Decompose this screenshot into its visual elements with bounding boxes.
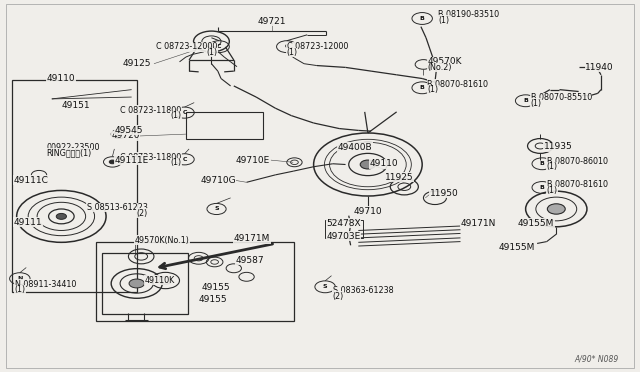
Text: (No.2): (No.2) — [428, 63, 452, 72]
Bar — [325, 220, 364, 238]
Text: 49545: 49545 — [115, 126, 143, 135]
Text: C 08723-12000: C 08723-12000 — [156, 42, 218, 51]
Text: 49720: 49720 — [111, 131, 140, 141]
Text: B: B — [420, 16, 424, 21]
Text: 11940: 11940 — [585, 63, 614, 72]
Text: 49110K: 49110K — [145, 276, 175, 285]
Text: 49155M: 49155M — [499, 243, 535, 252]
Text: 49111: 49111 — [13, 218, 42, 227]
Text: 49721: 49721 — [258, 17, 286, 26]
Text: 49155M: 49155M — [518, 219, 554, 228]
Text: N: N — [17, 276, 22, 281]
Text: 49703E: 49703E — [326, 232, 360, 241]
Text: B: B — [540, 161, 545, 166]
Text: 49710G: 49710G — [200, 176, 236, 185]
Text: 49111E: 49111E — [115, 155, 148, 164]
Text: (1): (1) — [438, 16, 449, 25]
Bar — [186, 112, 262, 138]
Text: 49110: 49110 — [370, 159, 399, 168]
Text: 49400B: 49400B — [338, 142, 372, 151]
Text: B 08070-86010: B 08070-86010 — [547, 157, 608, 166]
Text: 49125: 49125 — [122, 59, 151, 68]
Text: (1): (1) — [287, 48, 298, 57]
Text: C: C — [285, 44, 289, 49]
Text: 49710: 49710 — [353, 207, 382, 216]
Text: 49171N: 49171N — [461, 219, 496, 228]
Text: (1): (1) — [170, 111, 181, 120]
Text: C 08723-12000: C 08723-12000 — [287, 42, 348, 51]
Text: N 08911-34410: N 08911-34410 — [15, 280, 76, 289]
Text: C: C — [182, 110, 187, 115]
Text: 11925: 11925 — [385, 173, 414, 182]
Text: S: S — [323, 284, 328, 289]
Text: B 08190-83510: B 08190-83510 — [438, 10, 499, 19]
Bar — [12, 80, 137, 292]
Text: (1): (1) — [547, 186, 558, 195]
Text: 11935: 11935 — [543, 142, 572, 151]
Circle shape — [56, 214, 67, 219]
Text: 49587: 49587 — [236, 256, 264, 264]
Text: 11950: 11950 — [430, 189, 459, 198]
Circle shape — [547, 204, 565, 214]
Text: RINGリング(1): RINGリング(1) — [47, 148, 92, 157]
Text: 49710E: 49710E — [236, 155, 270, 164]
Text: (1): (1) — [207, 48, 218, 57]
Text: C: C — [217, 44, 221, 49]
Circle shape — [360, 160, 376, 169]
Bar — [97, 241, 294, 321]
Text: S: S — [214, 206, 219, 211]
Text: 49570K: 49570K — [428, 57, 462, 66]
Text: S 08513-61223: S 08513-61223 — [86, 203, 148, 212]
Text: (1): (1) — [15, 285, 26, 294]
Text: B 08070-85510: B 08070-85510 — [531, 93, 592, 102]
Text: B: B — [540, 185, 545, 190]
Text: C 08723-11800: C 08723-11800 — [120, 153, 181, 161]
Circle shape — [129, 279, 145, 288]
Text: 49155: 49155 — [202, 283, 230, 292]
Text: 52478X: 52478X — [326, 219, 361, 228]
Text: C: C — [182, 157, 187, 162]
Text: 49171M: 49171M — [234, 234, 270, 243]
Text: (2): (2) — [333, 292, 344, 301]
Text: C 08723-11800: C 08723-11800 — [120, 106, 181, 115]
Text: B 08070-81610: B 08070-81610 — [428, 80, 488, 89]
Text: 49151: 49151 — [61, 101, 90, 110]
Text: B: B — [420, 85, 424, 90]
Text: 49155: 49155 — [198, 295, 227, 304]
Text: (1): (1) — [170, 158, 181, 167]
Text: (1): (1) — [547, 162, 558, 171]
Text: B: B — [523, 98, 528, 103]
Circle shape — [109, 160, 116, 164]
Text: S 08363-61238: S 08363-61238 — [333, 286, 394, 295]
Text: (1): (1) — [428, 85, 438, 94]
Text: 49111C: 49111C — [13, 176, 49, 185]
Text: A/90* N089: A/90* N089 — [575, 354, 619, 363]
Text: B 08070-81610: B 08070-81610 — [547, 180, 608, 189]
Text: 49570K(No.1): 49570K(No.1) — [135, 235, 189, 245]
Text: 49110: 49110 — [47, 74, 76, 83]
Bar — [102, 253, 188, 314]
Text: (2): (2) — [136, 209, 148, 218]
Text: (1): (1) — [531, 99, 542, 108]
Text: 00922-23500: 00922-23500 — [47, 142, 100, 151]
